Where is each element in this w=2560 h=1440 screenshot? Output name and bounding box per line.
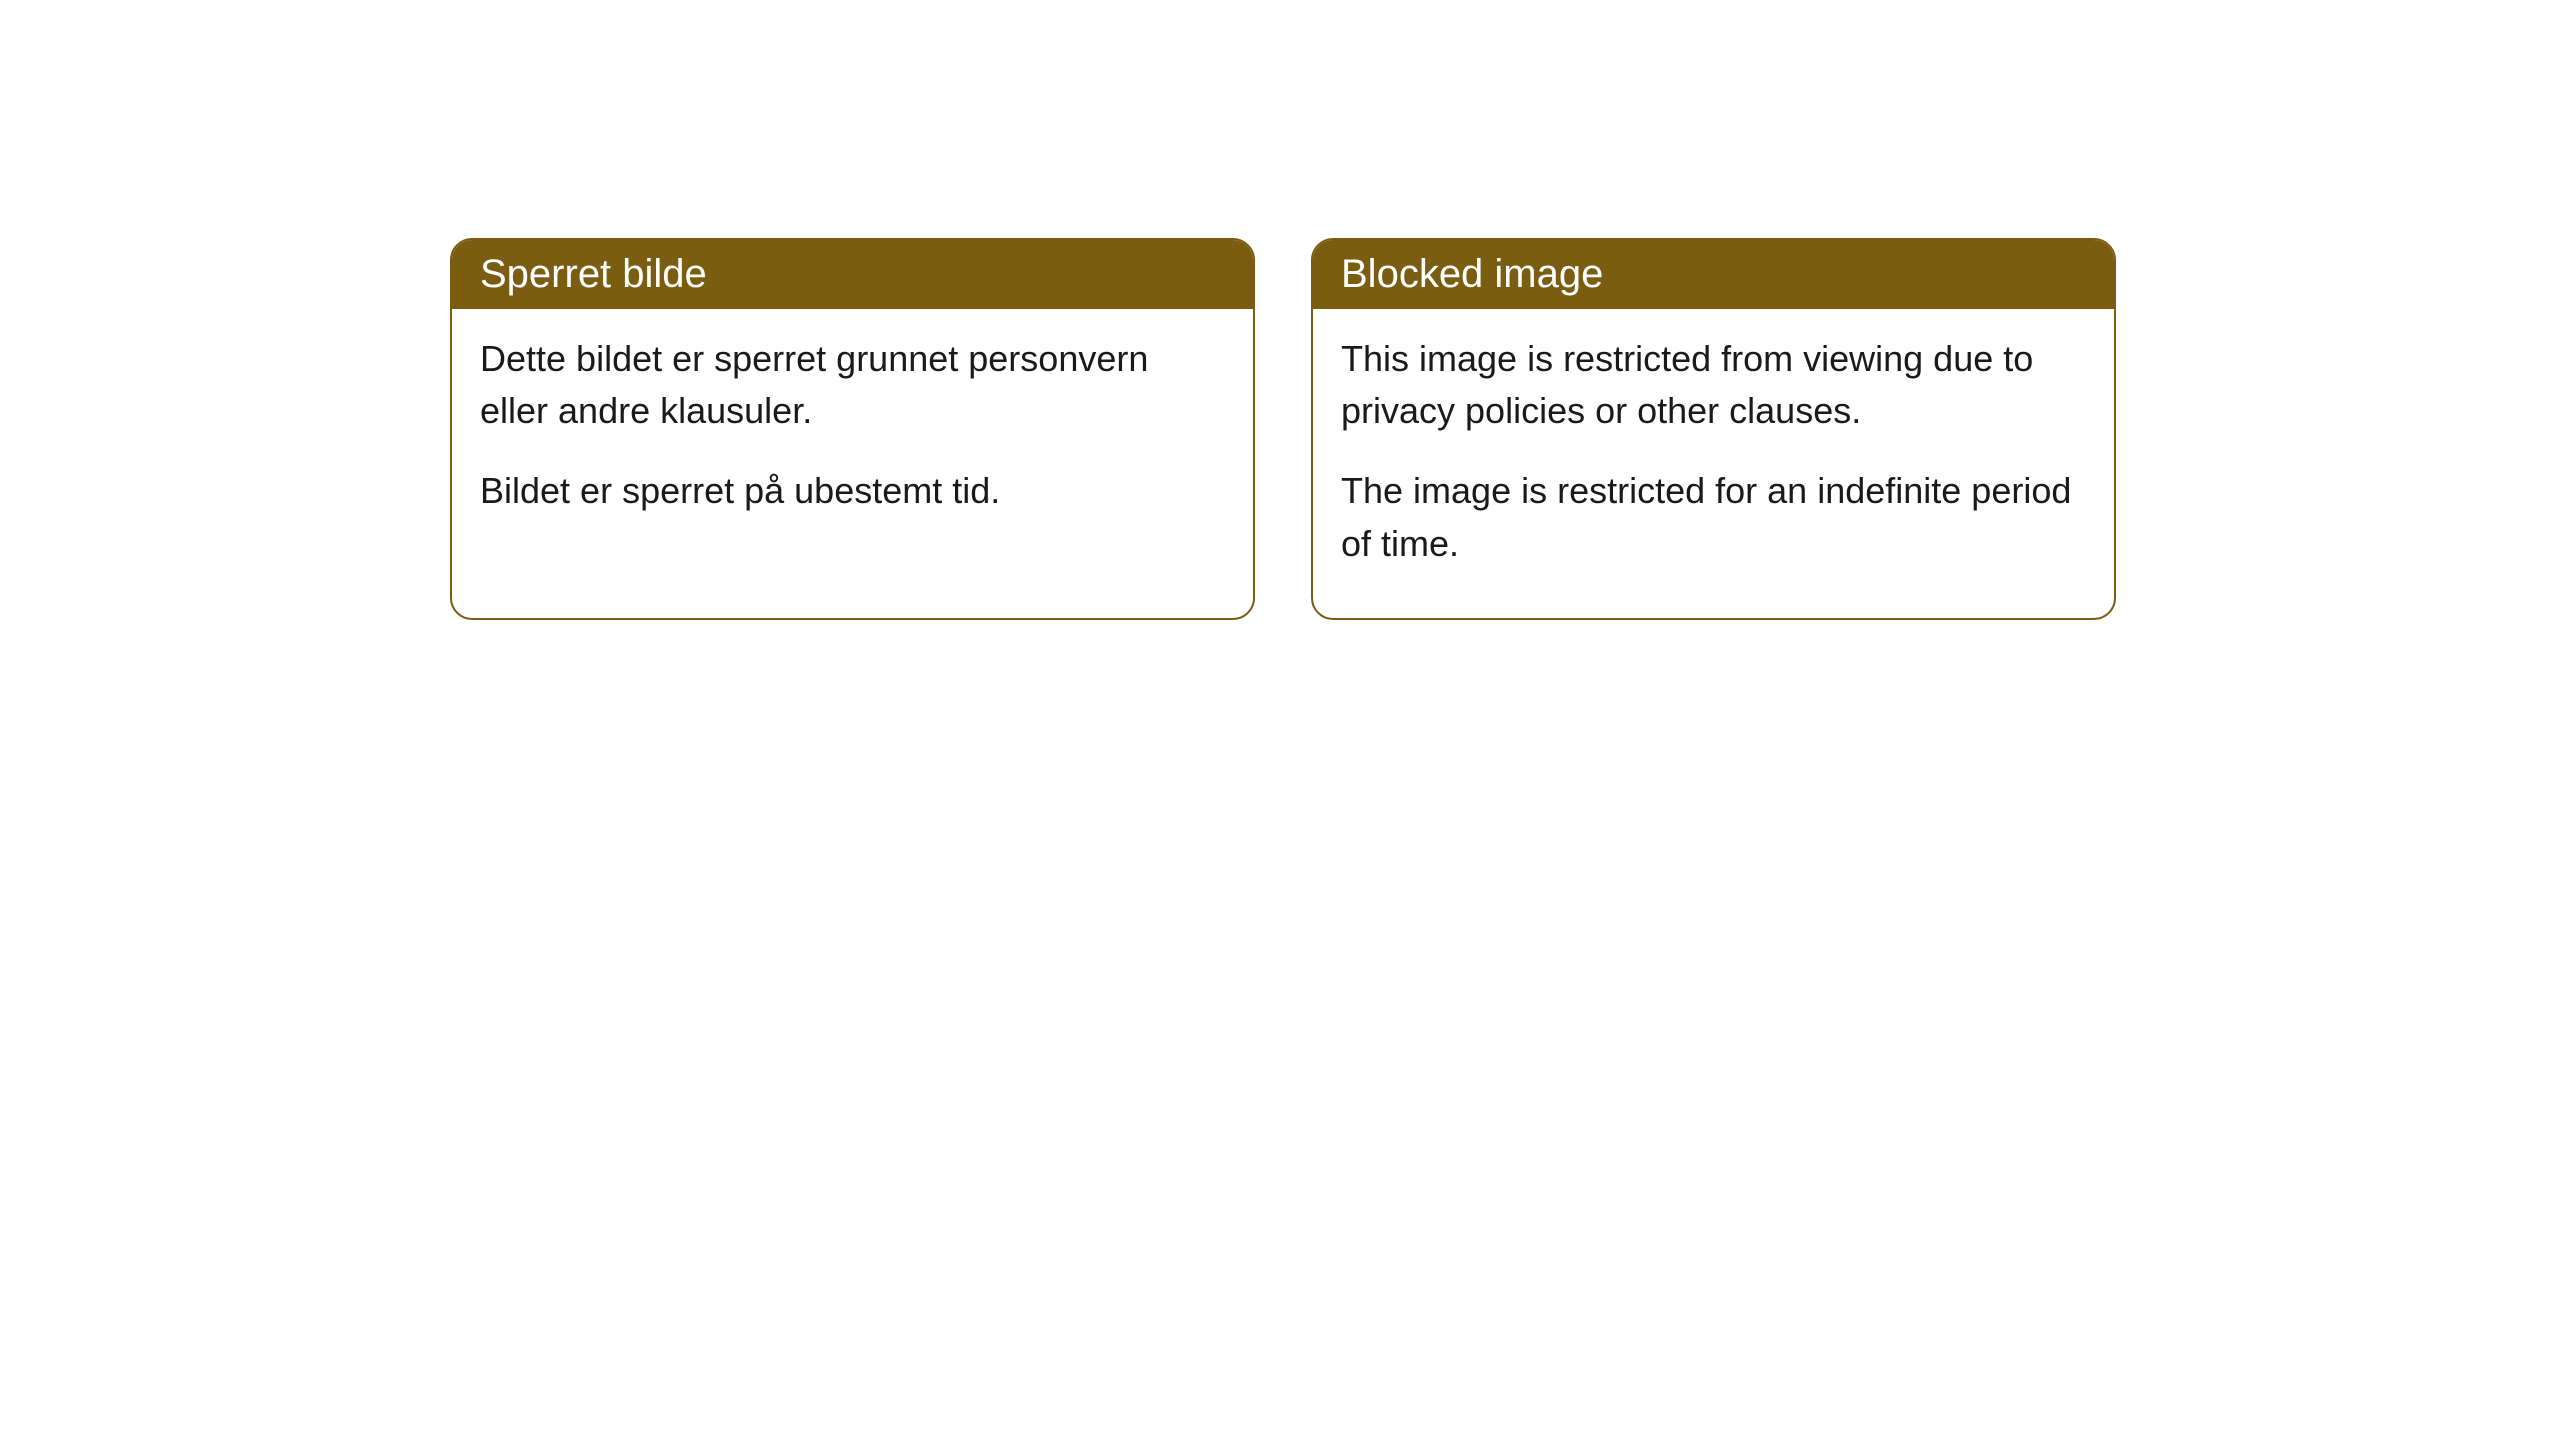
blocked-image-card-norwegian: Sperret bilde Dette bildet er sperret gr…: [450, 238, 1255, 620]
card-paragraph: Dette bildet er sperret grunnet personve…: [480, 333, 1225, 437]
card-paragraph: This image is restricted from viewing du…: [1341, 333, 2086, 437]
card-title: Sperret bilde: [480, 252, 707, 296]
notice-container: Sperret bilde Dette bildet er sperret gr…: [450, 238, 2116, 620]
card-paragraph: Bildet er sperret på ubestemt tid.: [480, 465, 1225, 517]
card-paragraph: The image is restricted for an indefinit…: [1341, 465, 2086, 569]
card-body: This image is restricted from viewing du…: [1313, 309, 2114, 618]
card-header: Sperret bilde: [452, 240, 1253, 309]
card-body: Dette bildet er sperret grunnet personve…: [452, 309, 1253, 566]
blocked-image-card-english: Blocked image This image is restricted f…: [1311, 238, 2116, 620]
card-title: Blocked image: [1341, 252, 1603, 296]
card-header: Blocked image: [1313, 240, 2114, 309]
